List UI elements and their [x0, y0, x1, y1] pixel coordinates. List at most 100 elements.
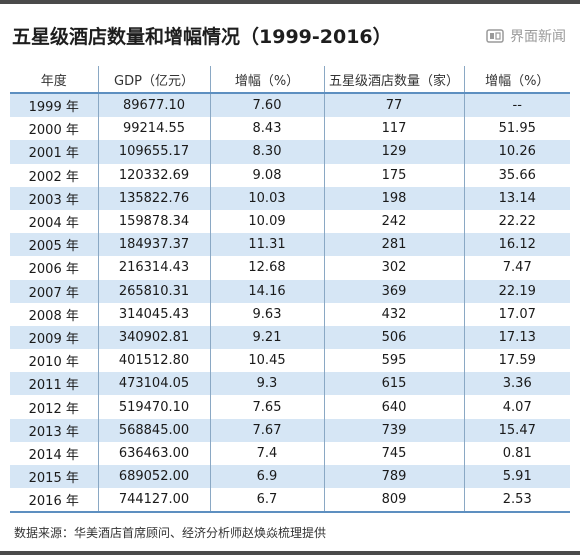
cell-hotel-growth: 35.66 [464, 164, 570, 187]
cell-year: 2000 年 [10, 117, 98, 140]
table-row: 2000 年 99214.55 8.43 117 51.95 [10, 117, 570, 140]
source-note: 数据来源：华美酒店首席顾问、经济分析师赵焕焱梳理提供 [14, 524, 326, 541]
cell-hotel-count: 242 [324, 210, 464, 233]
table-row: 2011 年 473104.05 9.3 615 3.36 [10, 372, 570, 395]
cell-year: 2009 年 [10, 326, 98, 349]
cell-year: 2005 年 [10, 233, 98, 256]
cell-hotel-count: 198 [324, 187, 464, 210]
cell-year: 2002 年 [10, 164, 98, 187]
cell-gdp-growth: 9.3 [210, 372, 324, 395]
cell-hotel-growth: 10.26 [464, 140, 570, 163]
cell-gdp: 159878.34 [98, 210, 210, 233]
cell-hotel-count: 77 [324, 93, 464, 117]
table-header-row: 年度 GDP（亿元） 增幅（%） 五星级酒店数量（家） 增幅（%） [10, 66, 570, 93]
cell-hotel-count: 640 [324, 395, 464, 418]
table-row: 2014 年 636463.00 7.4 745 0.81 [10, 442, 570, 465]
cell-year: 2016 年 [10, 488, 98, 512]
header-hotel-growth: 增幅（%） [464, 66, 570, 93]
table-row: 2008 年 314045.43 9.63 432 17.07 [10, 303, 570, 326]
cell-hotel-growth: 7.47 [464, 256, 570, 279]
table-row: 2012 年 519470.10 7.65 640 4.07 [10, 395, 570, 418]
cell-hotel-count: 745 [324, 442, 464, 465]
cell-gdp: 401512.80 [98, 349, 210, 372]
cell-year: 2010 年 [10, 349, 98, 372]
cell-hotel-growth: 15.47 [464, 419, 570, 442]
cell-hotel-count: 117 [324, 117, 464, 140]
table-row: 2007 年 265810.31 14.16 369 22.19 [10, 280, 570, 303]
cell-hotel-growth: 17.59 [464, 349, 570, 372]
cell-hotel-count: 739 [324, 419, 464, 442]
cell-hotel-count: 281 [324, 233, 464, 256]
table-row: 2001 年 109655.17 8.30 129 10.26 [10, 140, 570, 163]
page-title: 五星级酒店数量和增幅情况（1999-2016） [12, 22, 392, 49]
cell-gdp: 120332.69 [98, 164, 210, 187]
cell-gdp: 568845.00 [98, 419, 210, 442]
cell-hotel-count: 175 [324, 164, 464, 187]
cell-year: 2001 年 [10, 140, 98, 163]
table-row: 2015 年 689052.00 6.9 789 5.91 [10, 465, 570, 488]
cell-year: 1999 年 [10, 93, 98, 117]
cell-gdp: 636463.00 [98, 442, 210, 465]
cell-gdp: 109655.17 [98, 140, 210, 163]
data-table-wrapper: 年度 GDP（亿元） 增幅（%） 五星级酒店数量（家） 增幅（%） 1999 年… [10, 66, 570, 513]
header-hotel-count: 五星级酒店数量（家） [324, 66, 464, 93]
table-row: 2016 年 744127.00 6.7 809 2.53 [10, 488, 570, 512]
cell-gdp-growth: 14.16 [210, 280, 324, 303]
cell-gdp-growth: 9.21 [210, 326, 324, 349]
table-body: 1999 年 89677.10 7.60 77 -- 2000 年 99214.55 8.43… [10, 93, 570, 512]
cell-gdp-growth: 9.08 [210, 164, 324, 187]
table-row: 2006 年 216314.43 12.68 302 7.47 [10, 256, 570, 279]
cell-hotel-count: 506 [324, 326, 464, 349]
cell-gdp: 135822.76 [98, 187, 210, 210]
cell-hotel-growth: 3.36 [464, 372, 570, 395]
cell-gdp: 340902.81 [98, 326, 210, 349]
jiemian-logo-icon [486, 29, 504, 43]
cell-hotel-growth: 16.12 [464, 233, 570, 256]
hotel-gdp-table: 年度 GDP（亿元） 增幅（%） 五星级酒店数量（家） 增幅（%） 1999 年… [10, 66, 570, 513]
cell-year: 2013 年 [10, 419, 98, 442]
cell-gdp: 689052.00 [98, 465, 210, 488]
cell-gdp: 744127.00 [98, 488, 210, 512]
brand-name: 界面新闻 [510, 26, 566, 46]
cell-hotel-growth: 5.91 [464, 465, 570, 488]
cell-hotel-count: 789 [324, 465, 464, 488]
cell-hotel-growth: 4.07 [464, 395, 570, 418]
cell-gdp-growth: 10.45 [210, 349, 324, 372]
cell-gdp-growth: 7.67 [210, 419, 324, 442]
cell-hotel-count: 432 [324, 303, 464, 326]
cell-year: 2015 年 [10, 465, 98, 488]
cell-gdp-growth: 11.31 [210, 233, 324, 256]
table-row: 1999 年 89677.10 7.60 77 -- [10, 93, 570, 117]
table-row: 2003 年 135822.76 10.03 198 13.14 [10, 187, 570, 210]
cell-year: 2014 年 [10, 442, 98, 465]
cell-year: 2003 年 [10, 187, 98, 210]
cell-year: 2004 年 [10, 210, 98, 233]
brand: 界面新闻 [486, 26, 566, 46]
cell-gdp-growth: 12.68 [210, 256, 324, 279]
cell-year: 2007 年 [10, 280, 98, 303]
cell-year: 2011 年 [10, 372, 98, 395]
cell-gdp-growth: 8.43 [210, 117, 324, 140]
cell-gdp: 89677.10 [98, 93, 210, 117]
cell-hotel-growth: -- [464, 93, 570, 117]
cell-gdp: 99214.55 [98, 117, 210, 140]
cell-hotel-count: 809 [324, 488, 464, 512]
table-row: 2009 年 340902.81 9.21 506 17.13 [10, 326, 570, 349]
table-row: 2002 年 120332.69 9.08 175 35.66 [10, 164, 570, 187]
cell-gdp: 184937.37 [98, 233, 210, 256]
cell-gdp: 314045.43 [98, 303, 210, 326]
header-year: 年度 [10, 66, 98, 93]
table-row: 2004 年 159878.34 10.09 242 22.22 [10, 210, 570, 233]
cell-gdp-growth: 10.09 [210, 210, 324, 233]
cell-hotel-count: 369 [324, 280, 464, 303]
cell-year: 2006 年 [10, 256, 98, 279]
cell-hotel-growth: 51.95 [464, 117, 570, 140]
cell-hotel-count: 129 [324, 140, 464, 163]
cell-gdp: 473104.05 [98, 372, 210, 395]
cell-year: 2012 年 [10, 395, 98, 418]
cell-gdp-growth: 7.4 [210, 442, 324, 465]
cell-hotel-growth: 17.13 [464, 326, 570, 349]
cell-hotel-growth: 13.14 [464, 187, 570, 210]
cell-gdp-growth: 7.60 [210, 93, 324, 117]
